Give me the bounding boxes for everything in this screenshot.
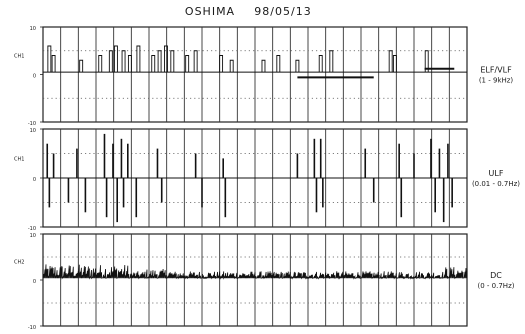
spike-mark [127, 55, 132, 73]
y-tick-label: -10 [28, 121, 36, 127]
panel-label: ELF/VLF [480, 66, 512, 75]
spike-mark [113, 45, 118, 73]
chart-date: 98/05/13 [254, 5, 311, 18]
spike-mark [164, 45, 168, 73]
channel-label: CH2 [14, 260, 24, 266]
spike-mark [151, 55, 156, 73]
spike-mark [170, 50, 175, 73]
y-tick-label: 10 [30, 128, 36, 134]
spike-mark [388, 50, 393, 73]
spike-mark [79, 59, 84, 73]
spike-mark [98, 55, 103, 73]
spike-mark [51, 55, 56, 73]
panel-band: (0 - 0.7Hz) [478, 282, 515, 290]
spike-mark [108, 50, 113, 73]
panel-elf: 10 0 -10 CH1 ELF/VLF (1 - 9kHz) [14, 26, 513, 127]
channel-label: CH1 [14, 156, 24, 162]
spike-mark [47, 45, 52, 73]
y-tick-label: 0 [33, 177, 36, 183]
spike-mark [318, 55, 323, 73]
spike-mark [295, 59, 300, 73]
panel-ulf: 10 0 -10 CH1 ULF (0.01 - 0.7Hz) [14, 128, 520, 232]
panel-band: (0.01 - 0.7Hz) [472, 180, 520, 188]
y-tick-label: -10 [28, 226, 36, 232]
panel-dc: 10 0 -10 CH2 DC (0 - 0.7Hz) [14, 233, 515, 331]
spike-mark [121, 50, 126, 73]
y-tick-label: 10 [30, 233, 36, 239]
spike-mark [185, 55, 190, 73]
y-tick-label: -10 [28, 325, 36, 330]
panel-label: DC [490, 271, 502, 280]
y-tick-label: 10 [30, 26, 36, 32]
channel-label: CH1 [14, 54, 24, 60]
spike-mark [193, 50, 198, 73]
panel-label: ULF [489, 169, 504, 178]
y-tick-label: 0 [33, 279, 36, 285]
spike-mark [229, 59, 234, 73]
spike-mark [136, 45, 141, 73]
spike-mark [157, 50, 162, 73]
spike-mark [424, 50, 429, 73]
spike-mark [276, 55, 281, 73]
chart-title: OSHIMA [185, 5, 235, 18]
spike-mark [392, 55, 397, 73]
spike-mark [329, 50, 334, 73]
y-tick-label: 0 [33, 74, 36, 80]
spike-mark [261, 59, 266, 73]
panel-band: (1 - 9kHz) [479, 77, 514, 85]
spike-mark [219, 55, 224, 73]
series-noise [42, 264, 468, 280]
